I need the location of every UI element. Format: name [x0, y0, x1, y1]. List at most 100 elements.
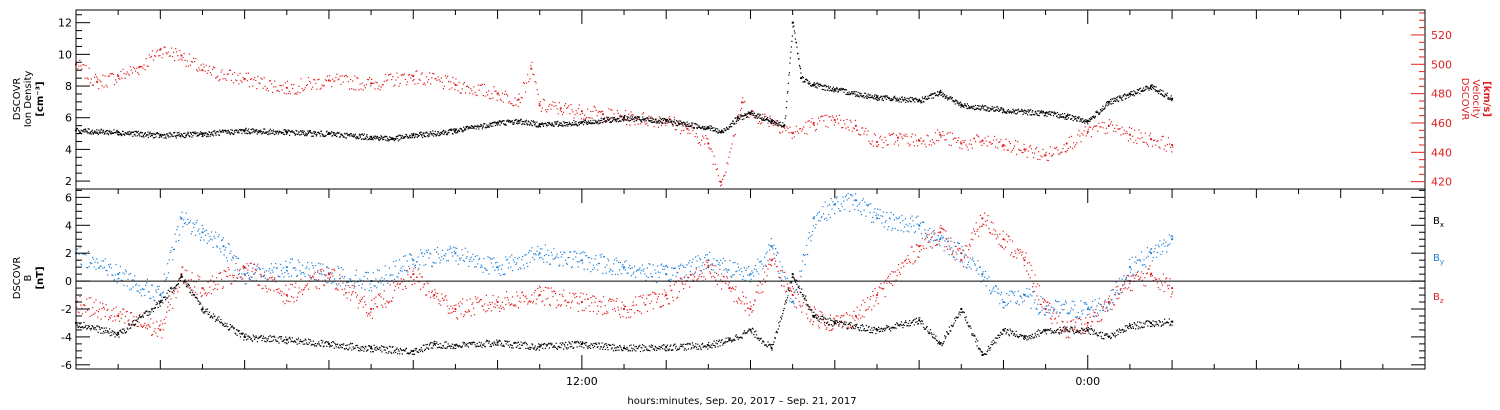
- by-point: [254, 272, 256, 274]
- by-point: [130, 273, 132, 275]
- ion-density-point: [950, 96, 952, 98]
- velocity-point: [303, 89, 305, 91]
- ion-density-point: [642, 118, 644, 120]
- by-point: [502, 273, 504, 275]
- ion-density-point: [745, 114, 747, 117]
- bz-point: [167, 301, 170, 303]
- ion-density-point: [1135, 92, 1137, 94]
- by-point: [883, 226, 885, 228]
- by-point: [633, 271, 635, 273]
- by-point: [506, 258, 508, 261]
- ion-density-point: [446, 133, 448, 135]
- by-point: [265, 270, 267, 272]
- by-point: [207, 233, 209, 235]
- ion-density-point: [709, 125, 711, 127]
- velocity-point: [1019, 149, 1021, 152]
- ion-density-point: [1016, 109, 1018, 111]
- ion-density-point: [460, 128, 462, 130]
- ion-density-point: [578, 124, 580, 126]
- ion-density-point: [494, 124, 497, 127]
- ion-density-point: [301, 133, 303, 135]
- velocity-point: [373, 82, 375, 84]
- by-point: [122, 272, 124, 274]
- velocity-point: [643, 112, 645, 114]
- velocity-point: [391, 79, 393, 81]
- bz-point: [126, 310, 128, 312]
- ion-density-point: [754, 117, 757, 119]
- velocity-point: [892, 132, 894, 134]
- ion-density-point: [866, 97, 868, 100]
- ion-density-point: [725, 130, 727, 132]
- by-point: [326, 266, 328, 268]
- by-anchor-point: [412, 259, 415, 262]
- ion-density-point: [559, 124, 561, 126]
- by-point: [250, 276, 252, 278]
- ion-density-point: [978, 105, 980, 107]
- velocity-point: [877, 145, 879, 147]
- bz-point: [227, 267, 229, 269]
- by-point: [861, 199, 863, 202]
- ion-density-point: [650, 121, 652, 123]
- velocity-point: [944, 139, 946, 141]
- bz-point: [203, 289, 205, 291]
- by-point: [382, 284, 385, 286]
- bz-point: [243, 267, 245, 269]
- ion-density-point: [542, 125, 545, 127]
- ion-density-point: [309, 131, 311, 133]
- bz-anchor-point: [749, 307, 752, 311]
- ion-density-point: [1097, 111, 1099, 113]
- ion-density-point: [933, 93, 935, 95]
- velocity-point: [359, 83, 361, 85]
- velocity-point: [1002, 146, 1004, 148]
- ion-density-point: [1157, 91, 1159, 93]
- ion-density-point: [842, 88, 844, 90]
- ion-density-point: [206, 134, 208, 136]
- by-point: [127, 278, 129, 280]
- velocity-point: [1003, 149, 1005, 151]
- ion-density-point: [589, 121, 591, 124]
- by-point: [1147, 255, 1149, 257]
- ion-density-point: [142, 134, 144, 136]
- ion-density-point: [620, 120, 622, 122]
- ion-density-point: [204, 134, 206, 136]
- bz-point: [205, 292, 207, 294]
- bz-point: [177, 291, 179, 293]
- ion-density-point: [555, 123, 557, 125]
- by-point: [882, 211, 885, 213]
- velocity-point: [1043, 155, 1045, 157]
- by-point: [624, 261, 626, 263]
- ion-density-point: [210, 134, 212, 136]
- ion-density-point: [903, 99, 905, 101]
- velocity-point: [344, 74, 346, 76]
- by-point: [913, 225, 915, 227]
- by-point: [184, 222, 186, 224]
- velocity-point: [670, 119, 672, 121]
- ion-density-point: [980, 108, 982, 110]
- velocity-point: [897, 139, 899, 142]
- by-point: [663, 268, 665, 270]
- velocity-point: [254, 77, 256, 79]
- by-anchor-point: [117, 273, 120, 276]
- velocity-point: [976, 134, 978, 136]
- by-point: [475, 266, 477, 268]
- ion-density-point: [858, 96, 860, 98]
- by-point: [340, 267, 342, 269]
- ion-density-point: [626, 116, 628, 118]
- by-point: [644, 273, 646, 275]
- ion-density-point: [165, 137, 167, 139]
- velocity-point: [1012, 147, 1015, 149]
- bz-point: [265, 287, 267, 289]
- ion-density-point: [1038, 110, 1040, 112]
- ion-density-point: [1021, 109, 1023, 111]
- ion-density-point: [286, 131, 289, 134]
- velocity-point: [1005, 138, 1007, 140]
- by-point: [300, 273, 302, 275]
- by-point: [523, 267, 525, 269]
- by-point: [937, 234, 939, 237]
- bz-point: [146, 325, 148, 327]
- velocity-point: [1083, 130, 1085, 132]
- ion-density-point: [982, 104, 984, 106]
- ion-density-point: [734, 123, 736, 125]
- velocity-point: [84, 77, 86, 79]
- ion-density-point: [94, 130, 96, 132]
